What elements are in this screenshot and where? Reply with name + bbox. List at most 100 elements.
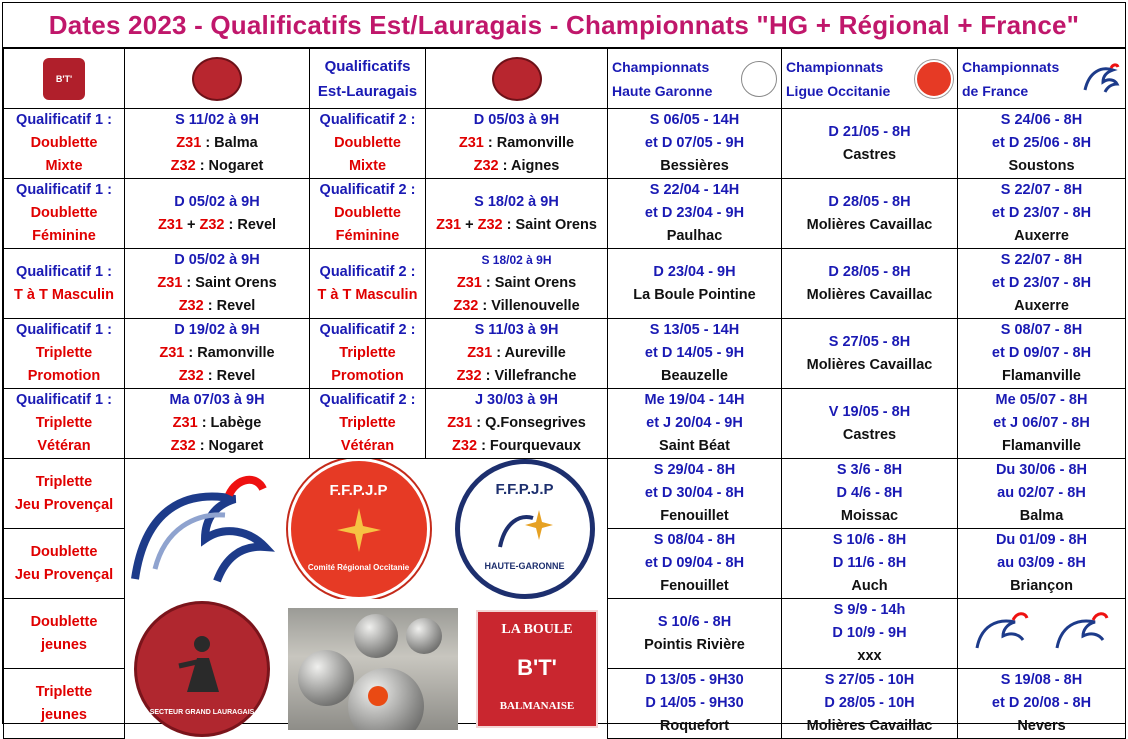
date-text: et D 09/07 - 8H	[991, 345, 1092, 361]
page-title: Dates 2023 - Qualificatifs Est/Lauragais…	[3, 3, 1125, 48]
hg-cell: S 10/6 - 8H Pointis Rivière	[607, 598, 782, 669]
logo-text: BALMANAISE	[499, 699, 575, 712]
date-text: D 05/02 à 9H	[174, 193, 260, 210]
rooster-cross-icon	[497, 509, 553, 548]
qualif-label: Qualificatif 2 :	[319, 263, 416, 280]
zone-code: Z32	[170, 438, 196, 454]
qualif-label: Qualificatif 2 :	[319, 392, 416, 408]
date-text: et D 07/05 - 9H	[644, 135, 745, 151]
venue-text: Molières Cavaillac	[806, 356, 933, 373]
category-cell: Qualificatif 2 : Triplette Vétéran	[309, 388, 426, 459]
secteur-grand-lauragais-logo: SECTEUR GRAND LAURAGAIS	[134, 600, 270, 737]
category-name: Triplette	[339, 345, 396, 361]
logos-area-top: F.F.P.J.P Comité Régional Occitanie F.F.…	[125, 458, 608, 599]
zone-code: Z32	[473, 158, 499, 174]
venue-text: Molières Cavaillac	[806, 718, 933, 734]
category-name: Triplette	[35, 415, 93, 431]
venue-text: Moissac	[840, 508, 899, 524]
france-cell: Du 01/09 - 8H au 03/09 - 8H Briançon	[957, 528, 1126, 599]
category-type: Mixte	[45, 158, 83, 174]
zone-code: Z32	[178, 368, 204, 384]
category-cell: Qualificatif 1 : Triplette Vétéran	[3, 388, 125, 459]
qualif-label: Qualificatif 1 :	[16, 263, 112, 280]
venue-text: Auxerre	[1014, 228, 1069, 244]
category-cell: Qualificatif 1 : Doublette Féminine	[3, 178, 125, 249]
date-text: et D 30/04 - 8H	[644, 485, 745, 501]
date-text: J 30/03 à 9H	[474, 392, 559, 408]
date-text: S 18/02 à 9H	[474, 193, 559, 210]
venue-text: : Villefranche	[485, 368, 577, 384]
date-text: D 13/05 - 9H30	[645, 672, 744, 688]
qualif-label: Qualificatif 1 :	[16, 392, 112, 408]
qualif2-cell: S 18/02 à 9H Z31 : Saint Orens Z32 : Vil…	[425, 248, 608, 319]
category-type: Jeu Provençal	[14, 496, 114, 513]
zone-code: Z31	[176, 135, 202, 151]
venue-text: Castres	[842, 426, 897, 443]
qualif1-cell: Ma 07/03 à 9H Z31 : Labège Z32 : Nogaret	[124, 388, 310, 459]
category-name: Doublette	[334, 205, 401, 221]
category-name: Doublette	[30, 135, 98, 151]
qualif1-cell: D 19/02 à 9H Z31 : Ramonville Z32 : Reve…	[124, 318, 310, 389]
category-name: T à T Masculin	[317, 286, 418, 303]
hg-cell: S 08/04 - 8H et D 09/04 - 8H Fenouillet	[607, 528, 782, 599]
category-cell: Qualificatif 2 : Doublette Mixte	[309, 108, 426, 179]
category-name: T à T Masculin	[14, 286, 114, 303]
zone-code: Z31	[447, 415, 473, 431]
date-text: S 29/04 - 8H	[653, 462, 736, 478]
venue-text: La Boule Pointine	[633, 286, 756, 303]
venue-text: : Revel	[207, 368, 256, 384]
hg-cell: S 13/05 - 14H et D 14/05 - 9H Beauzelle	[607, 318, 782, 389]
secteur-logo	[192, 56, 242, 101]
category-type: Vétéran	[37, 438, 91, 454]
zone-code: Z31	[436, 216, 462, 233]
date-text: et D 20/08 - 8H	[991, 695, 1092, 711]
date-text: et J 06/07 - 8H	[993, 415, 1090, 431]
category-cell: Qualificatif 2 : Triplette Promotion	[309, 318, 426, 389]
category-type: Jeu Provençal	[14, 566, 114, 583]
zone-code: Z32	[477, 216, 503, 233]
zone-code: Z32	[199, 216, 225, 233]
logo-cell: B'T'	[3, 48, 125, 109]
venue-text: : Labège	[201, 415, 262, 431]
category-cell: Qualificatif 1 : Doublette Mixte	[3, 108, 125, 179]
date-text: S 10/6 - 8H	[832, 532, 907, 548]
venue-text: Saint Béat	[659, 438, 730, 454]
header-row: B'T' Qualificatifs Est-Lauragais Champio…	[3, 48, 1126, 109]
qualif-label: Qualificatif 2 :	[319, 182, 416, 198]
rooster-icon	[131, 475, 275, 583]
date-text: S 24/06 - 8H	[1000, 112, 1083, 128]
date-text: D 28/05 - 8H	[828, 193, 911, 210]
date-text: Me 19/04 - 14H	[644, 392, 745, 408]
venue-text: Beauzelle	[661, 368, 728, 384]
rooster-icon	[1083, 62, 1120, 93]
date-text: D 11/6 - 8H	[832, 555, 907, 571]
player-icon	[178, 635, 219, 692]
date-text: S 27/05 - 8H	[828, 333, 911, 350]
zone-code: Z32	[452, 438, 478, 454]
venue-text: Bessières	[660, 158, 729, 174]
la-boule-logo: B'T'	[43, 57, 85, 100]
category-name: Doublette	[30, 613, 98, 630]
date-text: S 3/6 - 8H	[836, 462, 903, 478]
venue-text: : Revel	[207, 298, 256, 314]
venue-text: Briançon	[1010, 578, 1073, 594]
occitanie-cell: S 27/05 - 8H Molières Cavaillac	[781, 318, 958, 389]
france-cell: S 19/08 - 8H et D 20/08 - 8H Nevers	[957, 668, 1126, 739]
france-cell: S 24/06 - 8H et D 25/06 - 8H Soustons	[957, 108, 1126, 179]
qualif2-cell: S 18/02 à 9H Z31 + Z32 : Saint Orens	[425, 178, 608, 249]
category-name: Doublette	[30, 205, 98, 221]
date-text: D 05/02 à 9H	[174, 252, 260, 268]
zone-code: Z32	[178, 298, 204, 314]
venue-text: : Villenouvelle	[482, 298, 580, 314]
france-cell	[957, 598, 1126, 669]
venue-text: : Nogaret	[199, 438, 264, 454]
zone-code: Z31	[458, 135, 484, 151]
zone-code: Z31	[157, 216, 183, 233]
category-type: Promotion	[331, 368, 404, 384]
venue-text: Molières Cavaillac	[806, 216, 933, 233]
date-text: et D 09/04 - 8H	[644, 555, 745, 571]
logo-text: B'T'	[517, 654, 557, 680]
date-text: D 28/05 - 10H	[824, 695, 915, 711]
petanque-balls-photo	[288, 607, 458, 730]
france-cell: Du 30/06 - 8H au 02/07 - 8H Balma	[957, 458, 1126, 529]
